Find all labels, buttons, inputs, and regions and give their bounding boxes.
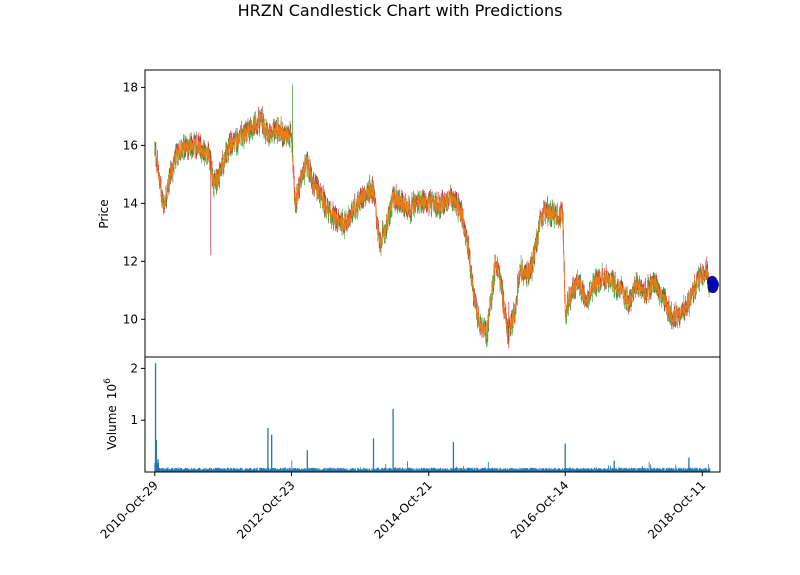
volume-label-text: Volume — [105, 405, 119, 450]
x-tick-label-1: 2012-Oct-23 — [234, 478, 297, 541]
volume-plot-frame — [144, 356, 721, 473]
price-y-axis-label: Price — [97, 199, 111, 228]
x-tick-label-0: 2010-Oct-29 — [98, 478, 161, 541]
price-marks — [154, 84, 711, 349]
prediction-marks — [706, 275, 719, 294]
price-y-tick-label-4: 18 — [123, 80, 138, 94]
price-y-axis: 10 12 14 16 18 — [123, 80, 145, 326]
volume-y-tick-label-0: 1 — [130, 413, 138, 427]
x-axis: 2010-Oct-29 2012-Oct-23 2014-Oct-21 2016-Oc… — [98, 472, 708, 542]
price-y-tick-label-3: 16 — [123, 138, 138, 152]
volume-marks — [154, 363, 711, 472]
volume-y-axis-label: Volume 106 — [103, 378, 119, 450]
x-tick-label-2: 2014-Oct-21 — [372, 478, 435, 541]
volume-scale-base: 10 — [105, 384, 119, 399]
volume-scale-exponent: 6 — [103, 378, 113, 384]
close-price-line — [154, 113, 711, 340]
price-plot-frame — [144, 69, 721, 358]
x-tick-label-4: 2018-Oct-11 — [645, 478, 708, 541]
price-y-tick-label-1: 12 — [123, 254, 138, 268]
volume-y-tick-label-1: 2 — [130, 361, 138, 375]
prediction-point-2 — [708, 278, 719, 291]
price-y-tick-label-2: 14 — [123, 196, 138, 210]
x-tick-label-3: 2016-Oct-14 — [508, 478, 571, 541]
chart-title: HRZN Candlestick Chart with Predictions — [238, 1, 563, 20]
volume-y-axis: 12 — [130, 361, 145, 427]
price-y-tick-label-0: 10 — [123, 312, 138, 326]
